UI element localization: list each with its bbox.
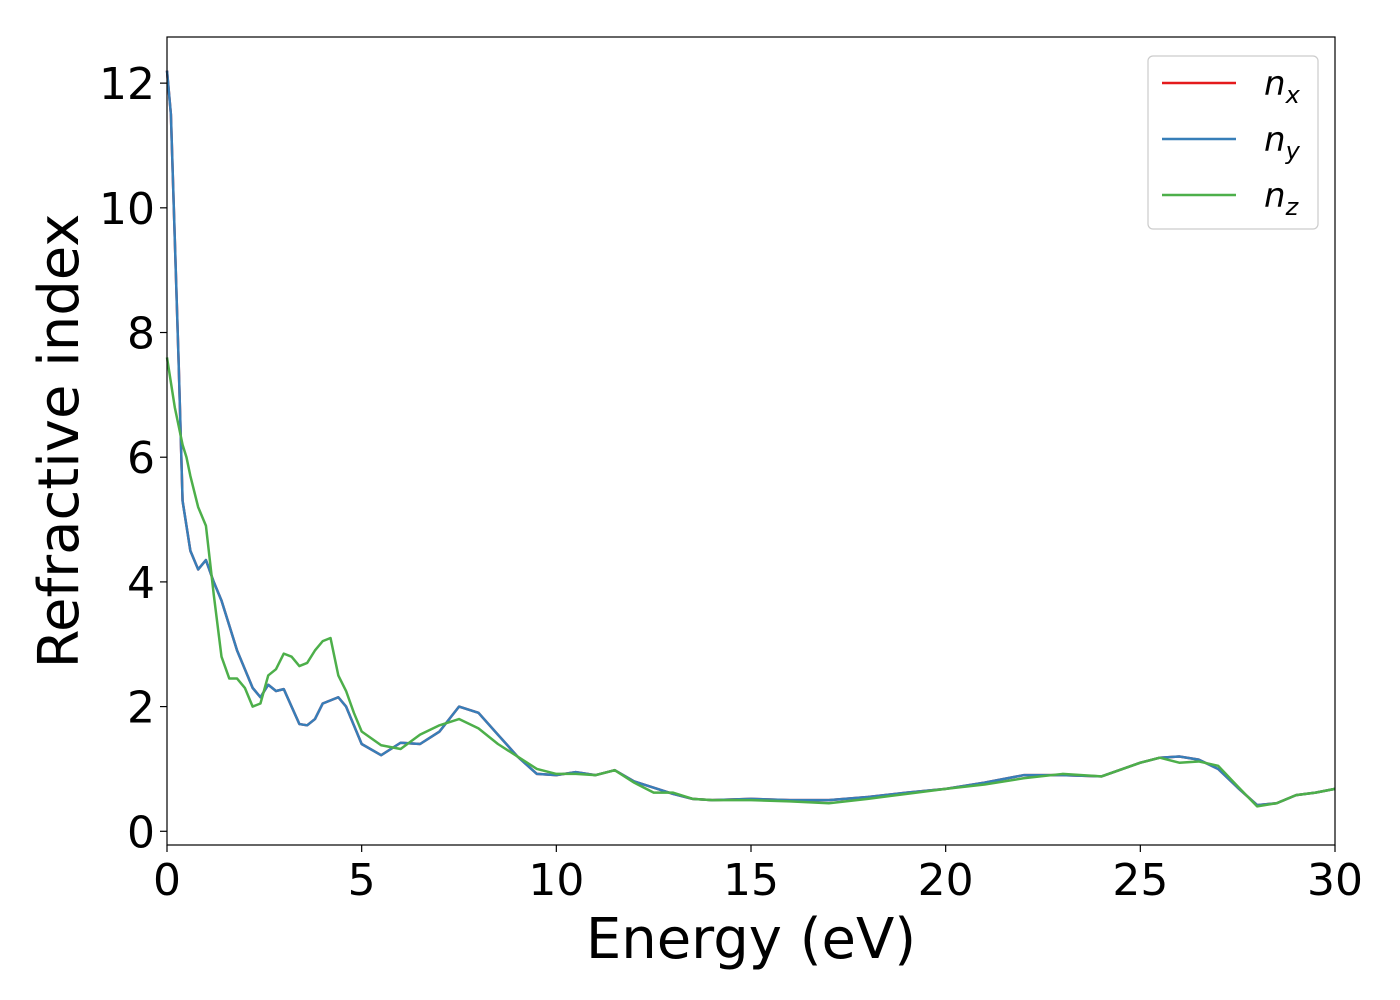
y-axis-label: Refractive index [27,214,92,669]
y-tick-label: 4 [127,558,155,609]
y-tick-label: 0 [127,807,155,858]
x-tick-label: 30 [1307,855,1363,906]
y-tick-label: 12 [99,59,155,110]
x-tick-label: 0 [153,855,181,906]
y-tick-label: 8 [127,309,155,360]
x-tick-label: 10 [528,855,584,906]
data-line [165,357,1336,808]
legend-label: nx [1264,64,1301,109]
y-tick-label: 2 [127,683,155,734]
x-tick-label: 5 [348,855,376,906]
legend-label: ny [1264,120,1301,165]
x-tick-label: 25 [1112,855,1168,906]
legend-label: nz [1264,176,1300,221]
x-tick-label: 15 [723,855,779,906]
legend-box [1147,55,1319,230]
x-axis-label: Energy (eV) [586,907,916,972]
y-tick-label: 10 [99,184,155,235]
legend: nx ny nz [1147,55,1319,230]
axes-frame [166,36,1336,846]
x-tick-label: 20 [918,855,974,906]
y-tick-label: 6 [127,433,155,484]
